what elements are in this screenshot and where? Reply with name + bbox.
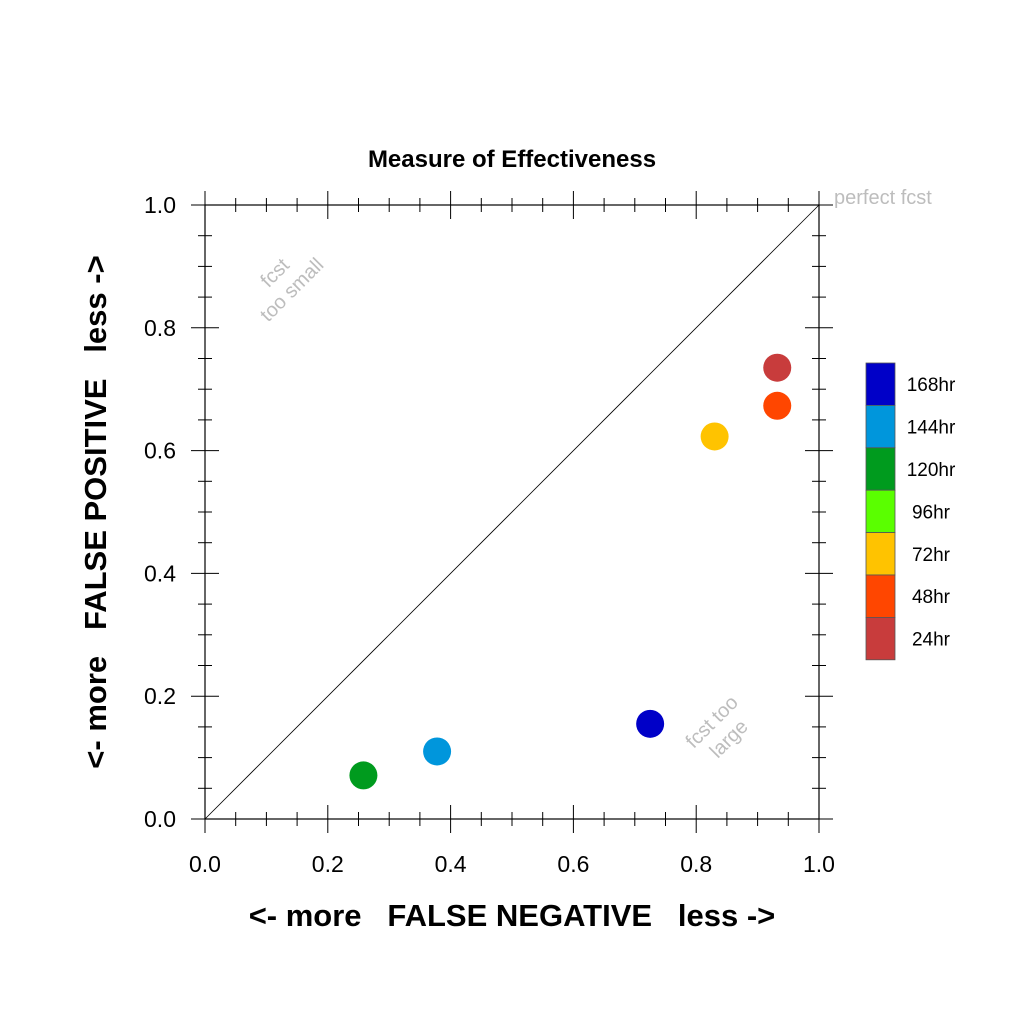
y-tick-label: 0.8: [144, 315, 176, 341]
legend-swatch-72hr: [865, 532, 896, 576]
legend-swatch-144hr: [865, 404, 896, 449]
perfect-fcst-annotation: perfect fcst: [834, 187, 932, 209]
legend-swatch-96hr: [865, 489, 896, 534]
data-point-144hr: [423, 737, 452, 766]
x-tick-label: 1.0: [803, 851, 835, 877]
x-tick-label: 0.8: [680, 851, 712, 877]
data-point-168hr: [636, 709, 665, 738]
legend-label-72hr: 72hr: [912, 545, 951, 566]
diagonal-line: [204, 204, 820, 820]
x-tick-label: 0.2: [312, 851, 344, 877]
legend-swatch-24hr: [865, 617, 896, 661]
legend-label-168hr: 168hr: [907, 375, 956, 396]
plot-area: 0.0 0.2 0.4 0.6 0.8 1.0 0.0 0.2 0.4 0.6 0.8 1.0 fcst…: [144, 191, 835, 877]
data-point-120hr: [349, 761, 378, 790]
legend-label-144hr: 144hr: [907, 418, 956, 439]
x-tick-label: 0.4: [435, 851, 467, 877]
y-tick-label: 0.2: [144, 683, 176, 709]
x-tick-label: 0.6: [557, 851, 589, 877]
legend-label-96hr: 96hr: [912, 502, 951, 523]
x-axis-label: <- more FALSE NEGATIVE less ->: [249, 898, 776, 933]
y-tick-label: 1.0: [144, 192, 176, 218]
legend-swatch-48hr: [865, 574, 896, 618]
data-point-48hr: [763, 391, 792, 420]
x-tick-label: 0.0: [189, 851, 221, 877]
y-tick-label: 0.4: [144, 560, 176, 586]
legend-label-120hr: 120hr: [907, 460, 956, 481]
y-tick-label: 0.6: [144, 438, 176, 464]
chart-title: Measure of Effectiveness: [368, 146, 656, 173]
legend-swatch-168hr: [865, 362, 896, 406]
legend: 168hr 144hr 120hr 96hr 72hr 48hr 24hr: [865, 362, 956, 661]
legend-swatch-120hr: [865, 447, 896, 491]
data-point-24hr: [763, 353, 792, 382]
y-tick-label: 0.0: [144, 806, 176, 832]
y-axis-label: <- more FALSE POSITIVE less ->: [78, 255, 113, 768]
legend-label-24hr: 24hr: [912, 630, 951, 651]
legend-label-48hr: 48hr: [912, 587, 951, 608]
data-point-72hr: [700, 422, 729, 451]
